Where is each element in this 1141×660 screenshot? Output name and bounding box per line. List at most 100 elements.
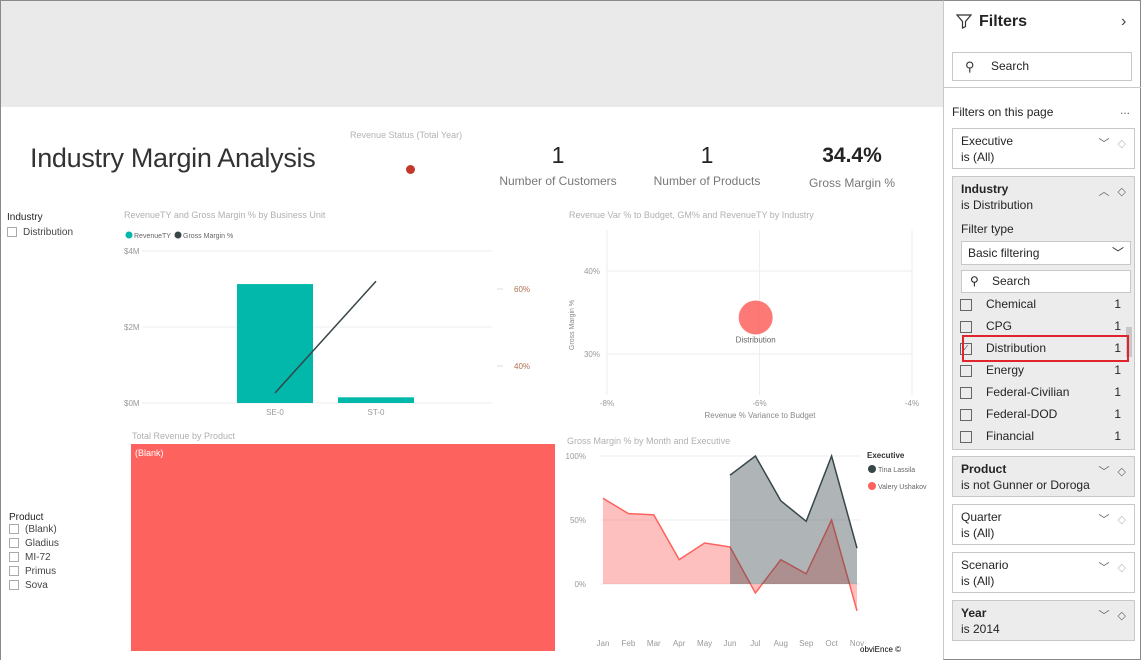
y-tick-label: $0M bbox=[124, 399, 140, 408]
filter-item-label: Federal-Civilian bbox=[986, 385, 1070, 399]
chevron-down-icon[interactable]: ﹀ bbox=[1098, 466, 1110, 478]
x-tick-label: Sep bbox=[799, 639, 814, 648]
filter-name: Scenario bbox=[961, 558, 1009, 572]
bubble-label: Distribution bbox=[736, 335, 776, 344]
filter-item-federal-civilian[interactable]: Federal-Civilian 1 bbox=[960, 382, 1125, 402]
checkbox[interactable] bbox=[960, 298, 972, 311]
chevron-up-icon[interactable]: ︿ bbox=[1098, 186, 1110, 198]
filter-value: is (All) bbox=[961, 150, 995, 164]
slicer-item-label: Distribution bbox=[23, 227, 74, 238]
bubble-distribution bbox=[738, 300, 773, 335]
checkbox[interactable] bbox=[9, 580, 19, 591]
x-axis-label: Revenue % Variance to Budget bbox=[704, 411, 816, 420]
area-tina-lassila bbox=[730, 456, 857, 584]
filter-item-distribution[interactable]: ✓ Distribution 1 bbox=[960, 338, 1125, 358]
kpi-products-value: 1 bbox=[700, 142, 714, 168]
filter-card-executive[interactable]: Executive is (All) ﹀ ◇ bbox=[952, 128, 1135, 169]
filter-card-year[interactable]: Year is 2014 ﹀ ◇ bbox=[952, 600, 1135, 641]
checkbox[interactable]: ✓ bbox=[960, 342, 972, 355]
eraser-icon[interactable]: ◇ bbox=[1117, 610, 1126, 622]
filter-item-count: 1 bbox=[1114, 407, 1121, 421]
filter-type-dropdown[interactable]: Basic filtering ﹀ bbox=[961, 241, 1131, 265]
line-tina-lassila bbox=[729, 453, 858, 549]
product-slicer-item[interactable]: Sova bbox=[9, 579, 59, 593]
bar-se-0 bbox=[237, 284, 313, 403]
filter-card-product[interactable]: Product is not Gunner or Doroga ﹀ ◇ bbox=[952, 456, 1135, 497]
kpi-products-label: Number of Products bbox=[653, 174, 761, 188]
y-tick-label: 100% bbox=[566, 452, 586, 461]
eraser-icon[interactable]: ◇ bbox=[1117, 562, 1126, 574]
filter-value: is (All) bbox=[961, 574, 995, 588]
product-slicer-list: (Blank) Gladius MI-72 Primus Sova bbox=[9, 523, 59, 593]
checkbox[interactable] bbox=[960, 364, 972, 377]
chevron-down-icon[interactable]: ﹀ bbox=[1098, 610, 1110, 622]
area-chart-title: Gross Margin % by Month and Executive bbox=[567, 436, 731, 446]
x-tick-label: Oct bbox=[825, 639, 838, 648]
more-options-icon[interactable]: ... bbox=[1120, 103, 1131, 117]
industry-search-input[interactable]: ⚲ Search bbox=[961, 270, 1131, 293]
filter-card-industry[interactable]: Industry is Distribution ︿ ◇ Filter type … bbox=[952, 176, 1135, 450]
product-slicer-item[interactable]: (Blank) bbox=[9, 523, 59, 537]
canvas-background bbox=[0, 0, 943, 107]
filter-item-count: 1 bbox=[1114, 385, 1121, 399]
filters-pane: Filters › ⚲ Search Filters on this page … bbox=[943, 0, 1141, 660]
checkbox[interactable] bbox=[9, 566, 19, 577]
y-tick-label: 50% bbox=[570, 516, 586, 525]
area-chart: 100% 50% 0% Jan Feb Mar Apr May Jun Jul Aug Sep Oct N… bbox=[566, 451, 927, 648]
filter-item-count: 1 bbox=[1114, 363, 1121, 377]
filter-card-quarter[interactable]: Quarter is (All) ﹀ ◇ bbox=[952, 504, 1135, 545]
highlight-box bbox=[962, 335, 1129, 362]
checkbox[interactable] bbox=[960, 320, 972, 333]
product-slicer-item[interactable]: MI-72 bbox=[9, 551, 59, 565]
chevron-down-icon[interactable]: ﹀ bbox=[1098, 514, 1110, 526]
filters-title: Filters bbox=[979, 13, 1028, 30]
checkbox[interactable] bbox=[960, 408, 972, 421]
filter-item-chemical[interactable]: Chemical 1 bbox=[960, 294, 1125, 314]
collapse-pane-chevron-icon[interactable]: › bbox=[1121, 13, 1127, 30]
eraser-icon[interactable]: ◇ bbox=[1117, 186, 1126, 198]
eraser-icon[interactable]: ◇ bbox=[1117, 514, 1126, 526]
checkbox[interactable] bbox=[9, 552, 19, 563]
filter-name: Industry bbox=[961, 182, 1009, 196]
y-tick-label: $4M bbox=[124, 247, 140, 256]
search-placeholder: Search bbox=[992, 274, 1031, 288]
product-slicer-item[interactable]: Primus bbox=[9, 565, 59, 579]
filter-card-scenario[interactable]: Scenario is (All) ﹀ ◇ bbox=[952, 552, 1135, 593]
chevron-down-icon[interactable]: ﹀ bbox=[1098, 138, 1110, 150]
treemap-tile-blank[interactable]: (Blank) bbox=[131, 444, 555, 651]
filter-item-federal-dod[interactable]: Federal-DOD 1 bbox=[960, 404, 1125, 424]
filter-name: Year bbox=[961, 606, 987, 620]
x-tick-label: Jul bbox=[750, 639, 760, 648]
scatter-chart-title: Revenue Var % to Budget, GM% and Revenue… bbox=[569, 210, 814, 220]
scatter-chart: -8% -6% -4% 40% 30% Revenue % Variance to Bud… bbox=[569, 230, 919, 420]
divider bbox=[944, 87, 1141, 88]
scrollbar[interactable] bbox=[1126, 327, 1132, 357]
x-tick-label: ST-0 bbox=[368, 408, 385, 417]
filter-type-label: Filter type bbox=[961, 222, 1014, 236]
filter-name: Quarter bbox=[961, 510, 1002, 524]
filter-item-energy[interactable]: Energy 1 bbox=[960, 360, 1125, 380]
filters-search-input[interactable]: ⚲ Search bbox=[952, 52, 1132, 81]
checkbox[interactable] bbox=[9, 524, 19, 535]
product-slicer-title: Product bbox=[9, 512, 44, 523]
filter-name: Executive bbox=[961, 134, 1014, 148]
filter-item-cpg[interactable]: CPG 1 bbox=[960, 316, 1125, 336]
y-tick-label: 40% bbox=[584, 267, 600, 276]
industry-slicer-item[interactable]: Distribution bbox=[7, 226, 73, 240]
chevron-down-icon[interactable]: ﹀ bbox=[1098, 562, 1110, 574]
product-slicer-item[interactable]: Gladius bbox=[9, 537, 59, 551]
filter-item-financial[interactable]: Financial 1 bbox=[960, 426, 1125, 446]
x-tick-label: Mar bbox=[647, 639, 661, 648]
checkbox[interactable] bbox=[960, 386, 972, 399]
revenue-status-label: Revenue Status (Total Year) bbox=[350, 130, 463, 140]
checkbox[interactable] bbox=[7, 227, 17, 238]
kpi-gm-value: 34.4% bbox=[822, 144, 882, 167]
area-valery-ushakov bbox=[603, 498, 857, 611]
y-tick-label: $2M bbox=[124, 323, 140, 332]
x-tick-label: Jan bbox=[597, 639, 610, 648]
eraser-icon[interactable]: ◇ bbox=[1117, 466, 1126, 478]
checkbox[interactable] bbox=[9, 538, 19, 549]
kpi-gm-label: Gross Margin % bbox=[808, 176, 896, 190]
checkbox[interactable] bbox=[960, 430, 972, 443]
eraser-icon[interactable]: ◇ bbox=[1117, 138, 1126, 150]
